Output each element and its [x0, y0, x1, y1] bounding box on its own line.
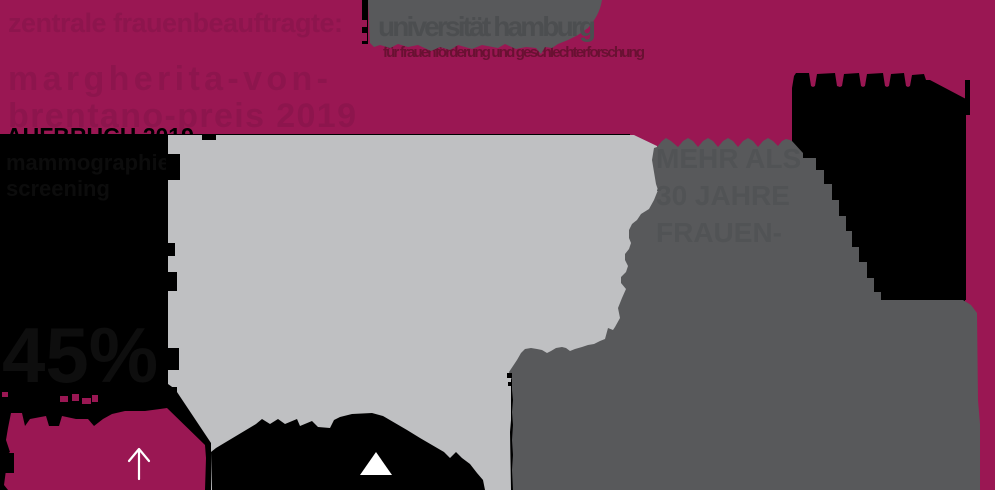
svg-text:mammographie-: mammographie- [6, 150, 177, 175]
svg-text:FRAUEN-: FRAUEN- [656, 217, 782, 248]
svg-text:screening: screening [6, 176, 110, 201]
svg-text:MEHR ALS: MEHR ALS [656, 143, 801, 174]
svg-text:30 JAHRE: 30 JAHRE [656, 180, 790, 211]
svg-text:AUFBRUCH 2019: AUFBRUCH 2019 [6, 123, 194, 149]
svg-text:brentano-preis 2019: brentano-preis 2019 [8, 97, 356, 135]
svg-text:45%: 45% [2, 311, 158, 399]
svg-text:universität hamburg: universität hamburg [378, 11, 596, 42]
svg-text:zentrale frauenbeauftragte:: zentrale frauenbeauftragte: [8, 8, 343, 38]
svg-text:margherita-von-: margherita-von- [8, 60, 328, 98]
